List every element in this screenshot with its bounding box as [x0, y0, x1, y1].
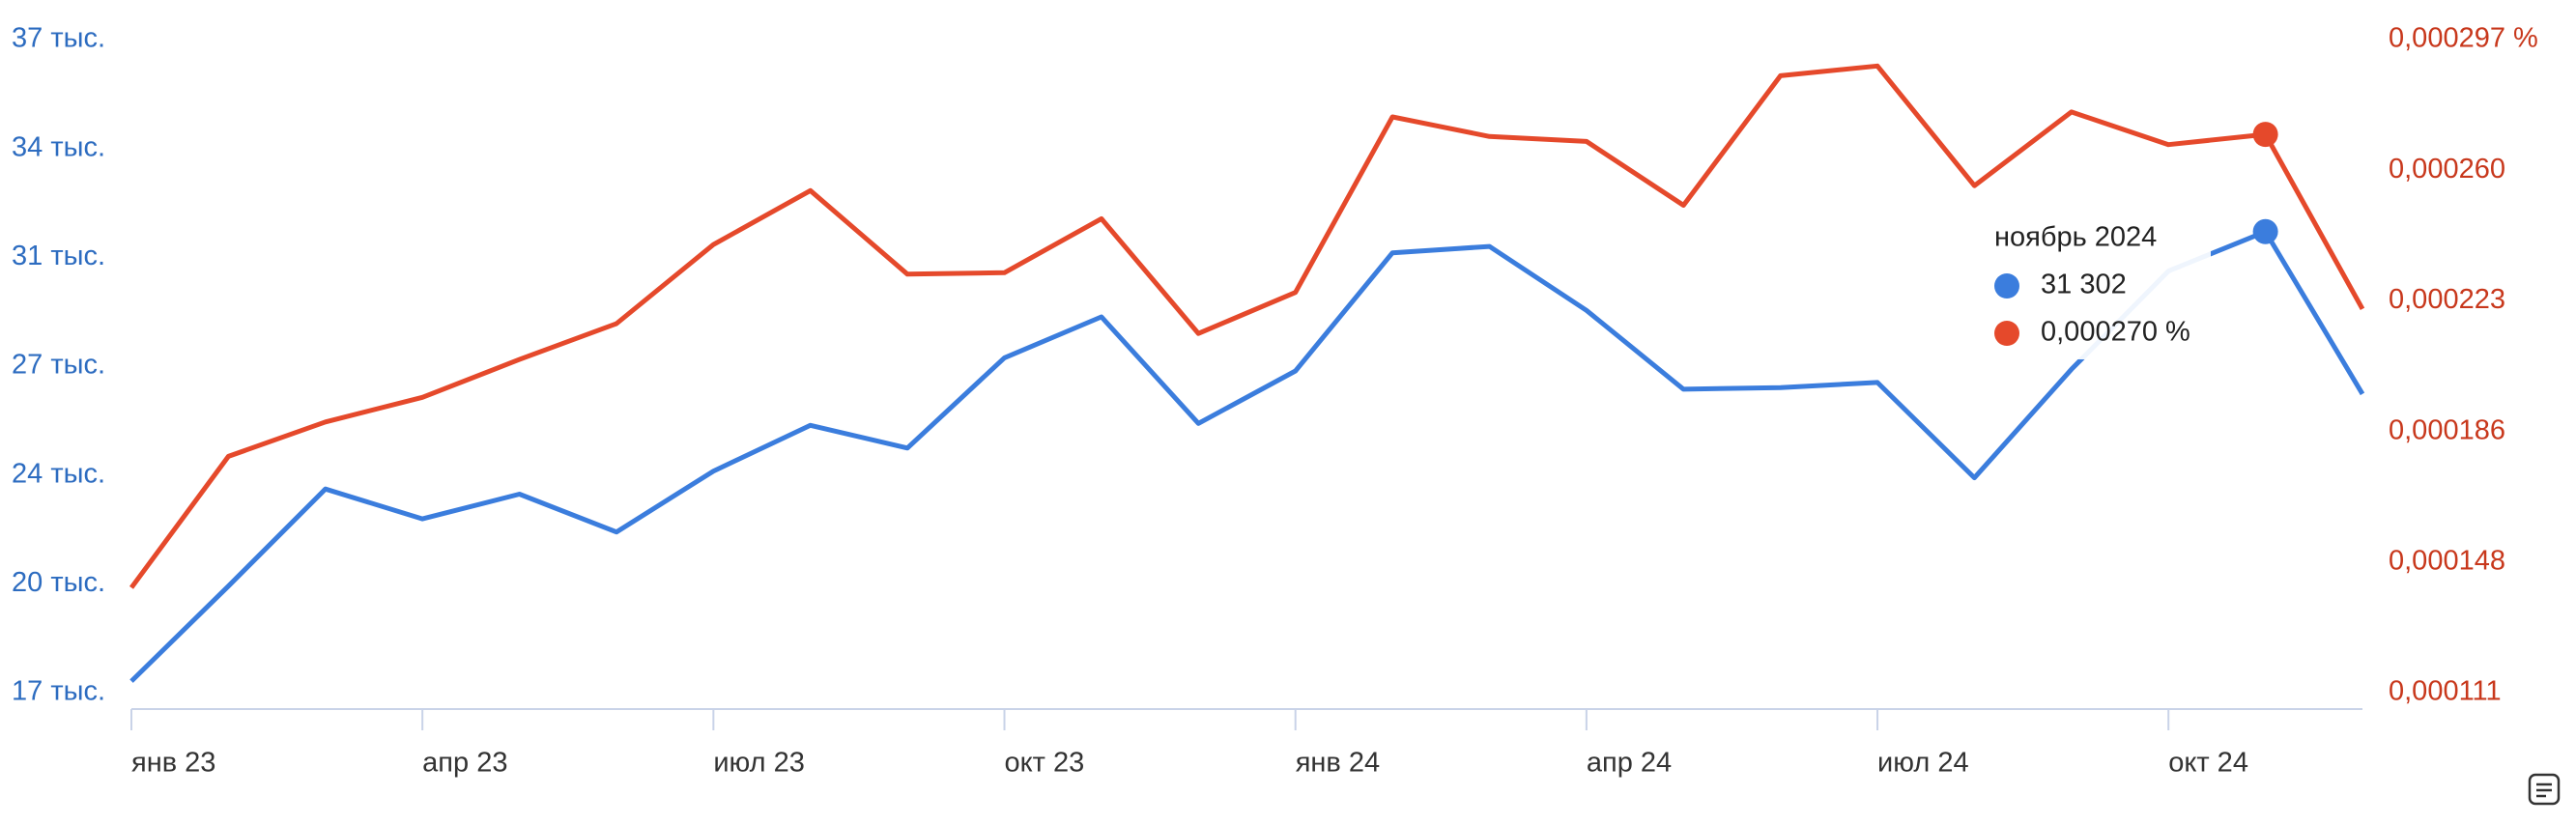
series-line — [129, 63, 2365, 589]
tooltip-value: 0,000270 % — [2041, 317, 2190, 348]
tooltip: ноябрь 2024 31 302 0,000270 % — [1979, 214, 2211, 359]
y2-tick-label: 0,000186 — [2389, 414, 2505, 445]
y2-tick-label: 0,000260 — [2389, 154, 2505, 185]
point-marker — [2252, 218, 2278, 244]
y2-tick-label: 0,000148 — [2389, 545, 2505, 576]
y2-tick-label: 0,000111 — [2389, 676, 2502, 707]
tooltip-value: 31 302 — [2041, 270, 2127, 300]
y-tick-label: 20 тыс. — [12, 567, 105, 598]
legend-dot — [1994, 321, 2019, 346]
x-tick-label: июл 24 — [1877, 748, 1969, 779]
y-tick-label: 34 тыс. — [12, 131, 105, 162]
y-tick-label: 31 тыс. — [12, 241, 105, 271]
x-tick-label: окт 23 — [1005, 748, 1085, 779]
scan-icon — [2528, 773, 2561, 806]
y2-tick-label: 0,000223 — [2389, 284, 2505, 315]
y-tick-label: 17 тыс. — [12, 676, 105, 707]
y-tick-label: 24 тыс. — [12, 458, 105, 489]
x-tick-label: янв 24 — [1296, 748, 1380, 779]
y2-tick-label: 0,000297 % — [2389, 23, 2538, 54]
x-tick-label: янв 23 — [131, 748, 215, 779]
series-line — [129, 229, 2365, 683]
tooltip-title: ноябрь 2024 — [1994, 222, 2157, 253]
x-tick-label: июл 23 — [713, 748, 805, 779]
x-tick-label: окт 24 — [2168, 748, 2248, 779]
point-marker — [2252, 122, 2278, 148]
y-tick-label: 27 тыс. — [12, 350, 105, 381]
y-tick-label: 37 тыс. — [12, 23, 105, 54]
x-tick-label: апр 23 — [422, 748, 507, 779]
legend-dot — [1994, 273, 2019, 299]
x-tick-label: апр 24 — [1587, 748, 1672, 779]
